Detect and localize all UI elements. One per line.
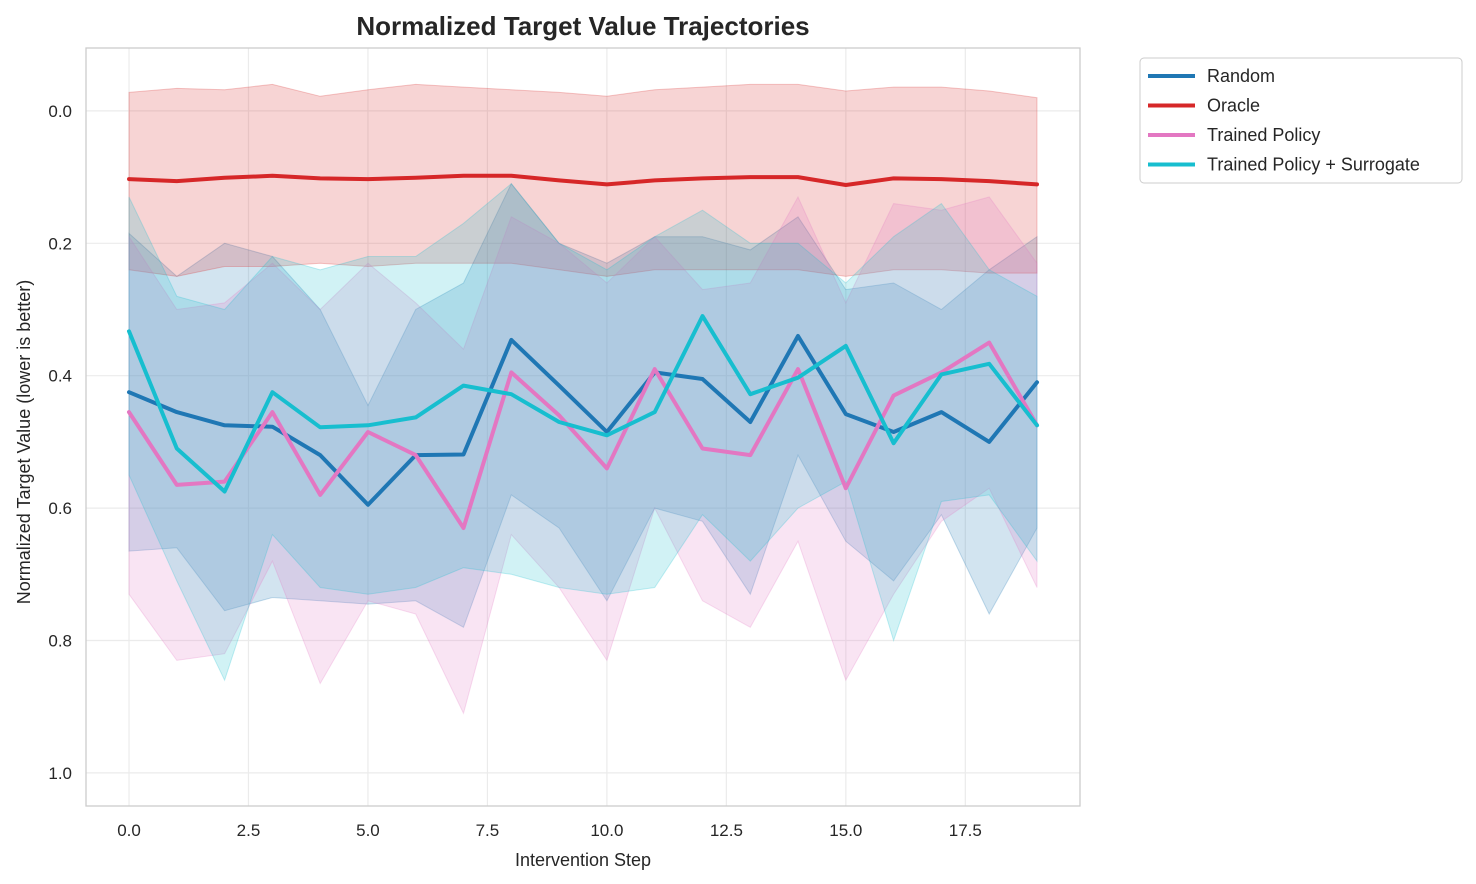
- x-tick-label: 7.5: [476, 821, 500, 840]
- x-axis-ticks: 0.0 2.5 5.0 7.5 10.0 12.5 15.0 17.5: [117, 821, 982, 840]
- confidence-bands: [128, 83, 1038, 715]
- y-axis-label: Normalized Target Value (lower is better…: [14, 280, 34, 604]
- line-trained-policy-surrogate: [127, 314, 1039, 494]
- x-tick-label: 12.5: [710, 821, 743, 840]
- band-random: [128, 182, 1038, 629]
- series-lines: [127, 173, 1039, 530]
- legend-frame: [1139, 57, 1463, 184]
- x-tick-label: 2.5: [237, 821, 261, 840]
- x-tick-label: 10.0: [590, 821, 623, 840]
- line-oracle: [127, 173, 1039, 187]
- y-axis-ticks: 0.0 0.2 0.4 0.6 0.8 1.0: [48, 102, 72, 783]
- y-tick-label: 0.8: [48, 631, 72, 650]
- legend-label-trained-policy: Trained Policy: [1207, 125, 1320, 145]
- x-tick-label: 17.5: [949, 821, 982, 840]
- legend-label-oracle: Oracle: [1207, 96, 1260, 116]
- legend-label-trained-policy-surrogate: Trained Policy + Surrogate: [1207, 155, 1420, 175]
- legend: Random Oracle Trained Policy Trained Policy…: [1139, 57, 1463, 184]
- plot-frame: [85, 47, 1081, 807]
- line-trained-policy: [127, 340, 1039, 530]
- x-tick-label: 15.0: [829, 821, 862, 840]
- y-tick-label: 0.4: [48, 367, 72, 386]
- x-tick-label: 0.0: [117, 821, 141, 840]
- y-tick-label: 0.6: [48, 499, 72, 518]
- legend-label-random: Random: [1207, 66, 1275, 86]
- y-tick-label: 0.2: [48, 234, 72, 253]
- x-axis-label: Intervention Step: [515, 850, 651, 870]
- band-trained-policy: [128, 195, 1038, 715]
- chart-title: Normalized Target Value Trajectories: [356, 11, 809, 41]
- band-trained-policy-surrogate: [128, 182, 1038, 682]
- x-tick-label: 5.0: [356, 821, 380, 840]
- y-tick-label: 0.0: [48, 102, 72, 121]
- y-tick-label: 1.0: [48, 764, 72, 783]
- plot-area: [85, 47, 1081, 807]
